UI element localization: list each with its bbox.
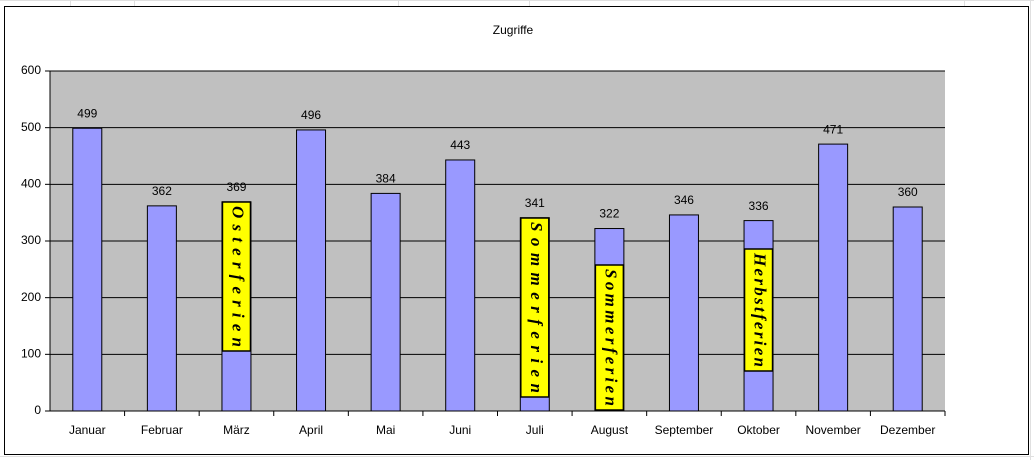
bar bbox=[668, 214, 699, 412]
value-label: 499 bbox=[77, 106, 97, 120]
annotation: Herbstferien bbox=[743, 248, 774, 372]
annotation-text: Osterferien bbox=[229, 206, 248, 347]
annotation-box bbox=[520, 217, 550, 398]
value-label: 341 bbox=[525, 196, 545, 210]
value-label: 443 bbox=[450, 138, 470, 152]
annotation-box bbox=[743, 248, 774, 372]
x-tick-label: September bbox=[655, 423, 714, 437]
value-label: 496 bbox=[301, 108, 321, 122]
value-label: 369 bbox=[226, 180, 246, 194]
bar bbox=[445, 159, 476, 412]
value-label: 322 bbox=[599, 207, 619, 221]
annotation-box bbox=[594, 264, 625, 411]
y-tick-label: 500 bbox=[21, 120, 41, 134]
value-label: 384 bbox=[376, 172, 396, 186]
x-tick-label: Juli bbox=[526, 423, 544, 437]
x-tick-label: Januar bbox=[69, 423, 106, 437]
y-tick-label: 400 bbox=[21, 177, 41, 191]
y-tick-label: 300 bbox=[21, 233, 41, 247]
value-label: 362 bbox=[152, 184, 172, 198]
y-tick-label: 200 bbox=[21, 290, 41, 304]
bar bbox=[892, 206, 923, 412]
x-tick-label: März bbox=[223, 423, 250, 437]
value-label: 346 bbox=[674, 193, 694, 207]
x-tick-label: August bbox=[591, 423, 629, 437]
x-tick-label: Februar bbox=[141, 423, 183, 437]
y-tick-label: 100 bbox=[21, 347, 41, 361]
value-label: 360 bbox=[898, 185, 918, 199]
bar bbox=[296, 129, 327, 412]
value-label: 336 bbox=[749, 199, 769, 213]
bar bbox=[72, 127, 103, 412]
bar bbox=[818, 143, 849, 412]
bar bbox=[146, 205, 177, 412]
annotation-text: Herbstferien bbox=[751, 252, 770, 367]
x-tick-label: November bbox=[805, 423, 860, 437]
x-tick-label: Dezember bbox=[880, 423, 935, 437]
annotation: Sommerferien bbox=[594, 264, 625, 411]
y-tick-label: 600 bbox=[21, 63, 41, 77]
x-tick-label: Juni bbox=[449, 423, 471, 437]
annotation-box bbox=[221, 201, 252, 352]
y-tick-label: 0 bbox=[34, 403, 41, 417]
x-tick-label: Mai bbox=[376, 423, 395, 437]
value-label: 471 bbox=[823, 122, 843, 136]
chart-title: Zugriffe bbox=[493, 23, 534, 37]
x-tick-label: Oktober bbox=[737, 423, 780, 437]
annotation-text: Sommerferien bbox=[527, 222, 546, 393]
x-tick-label: April bbox=[299, 423, 323, 437]
annotation-text: Sommerferien bbox=[601, 269, 620, 406]
bar bbox=[370, 192, 401, 412]
annotation: Sommerferien bbox=[520, 217, 550, 398]
annotation: Osterferien bbox=[221, 201, 252, 352]
